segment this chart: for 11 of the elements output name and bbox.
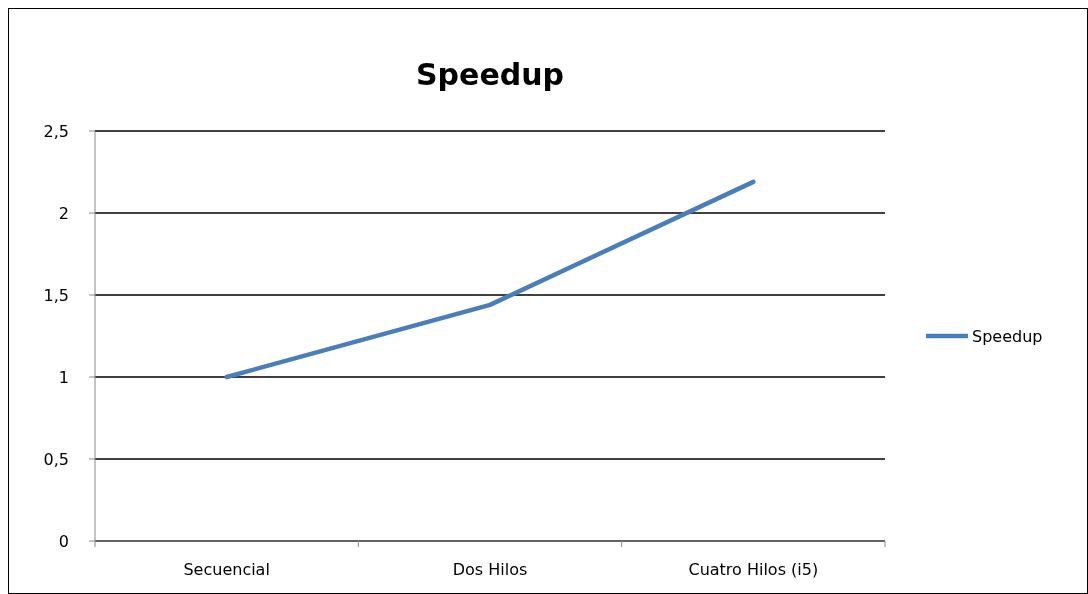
y-tick-label: 1 xyxy=(58,367,69,387)
chart-title: Speedup xyxy=(415,57,565,92)
legend-label: Speedup xyxy=(972,326,1043,346)
y-tick-label: 0 xyxy=(58,531,69,551)
y-tick-label: 2 xyxy=(58,203,69,223)
y-tick-label: 2,5 xyxy=(43,121,69,141)
x-tick-label: Secuencial xyxy=(183,560,270,579)
x-tick-label: Dos Hilos xyxy=(452,560,528,579)
x-tick-label: Cuatro Hilos (i5) xyxy=(688,560,819,579)
y-tick-label: 0,5 xyxy=(43,449,69,469)
y-tick-label: 1,5 xyxy=(43,285,69,305)
